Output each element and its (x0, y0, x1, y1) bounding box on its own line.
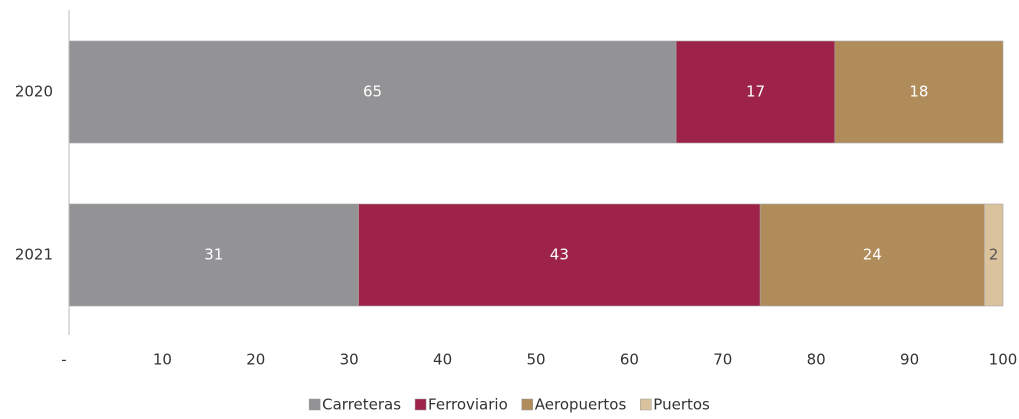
bar-segment (358, 203, 761, 307)
legend-swatch (414, 398, 427, 411)
legend-label: Carreteras (322, 396, 401, 414)
x-tick-label: 70 (713, 351, 732, 369)
data-label: 31 (204, 246, 223, 264)
legend-label: Ferroviario (428, 396, 508, 414)
bar-segment (984, 203, 1004, 307)
x-tick-label: 20 (246, 351, 265, 369)
legend-label: Puertos (653, 396, 710, 414)
bar-segment (675, 40, 836, 144)
x-tick-label: 40 (433, 351, 452, 369)
x-tick-label: - (61, 351, 66, 369)
bar-segment (759, 203, 985, 307)
data-label: 65 (363, 83, 382, 101)
bar-segment (68, 40, 677, 144)
legend-label: Aeropuertos (535, 396, 627, 414)
legend-swatch (640, 398, 652, 411)
data-label: 43 (550, 246, 569, 264)
x-tick-label: 90 (900, 351, 919, 369)
x-tick-label: 10 (153, 351, 172, 369)
data-label: 24 (863, 246, 882, 264)
bar-segment (68, 203, 359, 307)
data-label: 2 (989, 246, 999, 264)
x-tick-label: 80 (807, 351, 826, 369)
data-label: 18 (909, 83, 928, 101)
x-tick-label: 100 (989, 351, 1018, 369)
y-tick-label: 2020 (15, 83, 53, 101)
y-tick-label: 2021 (15, 246, 53, 264)
x-tick-label: 50 (526, 351, 545, 369)
bar-segment (834, 40, 1004, 144)
x-tick-label: 60 (620, 351, 639, 369)
x-tick-label: 30 (340, 351, 359, 369)
legend-swatch (521, 398, 534, 411)
data-label: 17 (746, 83, 765, 101)
legend-swatch (308, 398, 321, 411)
